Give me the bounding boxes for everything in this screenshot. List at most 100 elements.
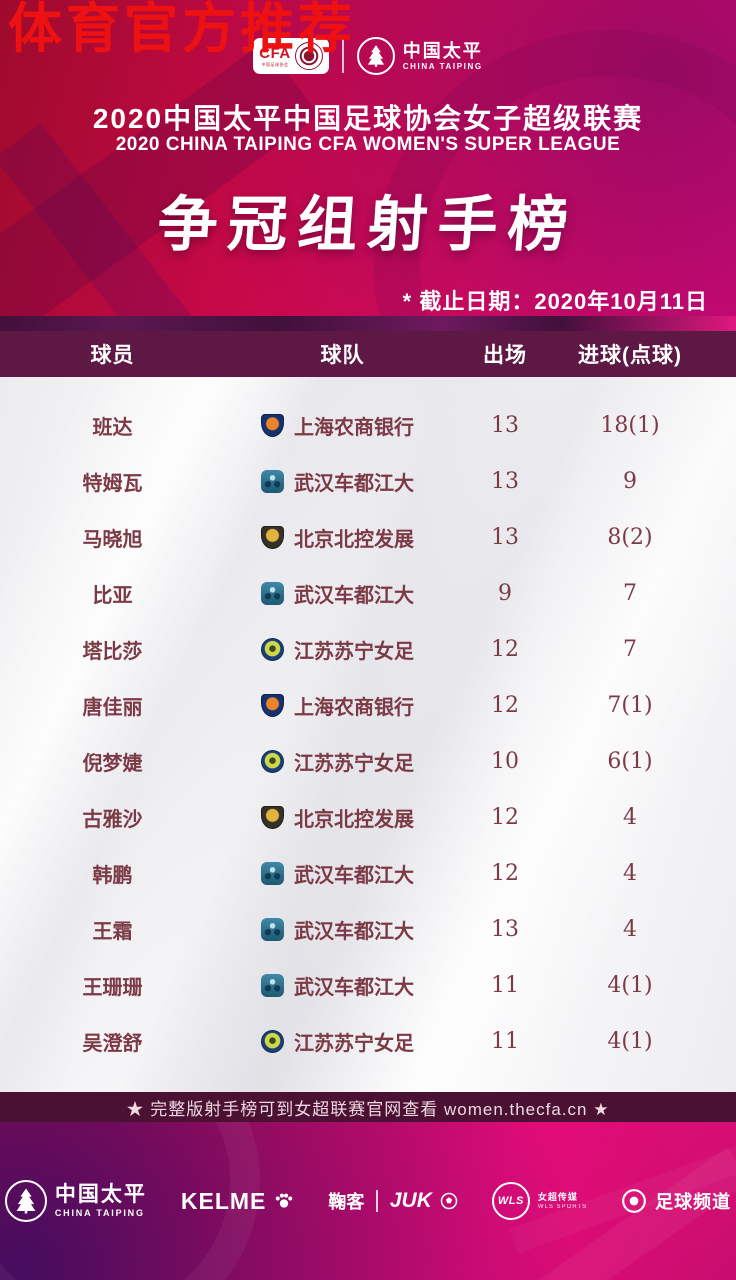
appearances-value: 13 (491, 468, 519, 494)
china-taiping-text: 中国太平 CHINA TAIPING (403, 42, 483, 71)
sponsors-row: 中国太平 CHINA TAIPING KELME 鞠客 JUK WLS (0, 1122, 736, 1280)
player-name: 吴澄舒 (82, 1032, 143, 1055)
appearances-value: 12 (491, 860, 519, 886)
table-row: 特姆瓦 武汉车都江大 13 9 (0, 453, 736, 509)
appearances-value: 11 (491, 972, 519, 998)
appearances-value: 13 (491, 916, 519, 942)
appearances-value: 10 (491, 748, 519, 774)
football-channel-label: 足球频道 (655, 1192, 732, 1212)
team-name: 江苏苏宁女足 (294, 752, 414, 775)
team-name: 武汉车都江大 (294, 920, 414, 943)
table-row: 比亚 武汉车都江大 9 7 (0, 565, 736, 621)
team-name: 武汉车都江大 (294, 864, 414, 887)
league-title-cn: 2020中国太平中国足球协会女子超级联赛 (92, 103, 644, 134)
page-title: 争冠组射手榜 (155, 191, 580, 258)
table-row: 唐佳丽 上海农商银行 12 7(1) (0, 677, 736, 733)
sponsor-divider (376, 1190, 378, 1212)
goals-value: 4(1) (607, 1028, 653, 1054)
appearances-value: 12 (491, 692, 519, 718)
team-cell: 江苏苏宁女足 (225, 747, 460, 776)
table-row: 马晓旭 北京北控发展 13 8(2) (0, 509, 736, 565)
team-cell: 武汉车都江大 (225, 915, 460, 944)
player-name: 倪梦婕 (82, 752, 143, 775)
player-name: 比亚 (92, 584, 133, 607)
team-cell: 武汉车都江大 (225, 859, 460, 888)
table-row: 古雅沙 北京北控发展 12 4 (0, 789, 736, 845)
footer-note: ★ 完整版射手榜可到女超联赛官网查看 women.thecfa.cn ★ (0, 1092, 736, 1122)
team-name: 上海农商银行 (294, 416, 414, 439)
juke-en-wordmark: JUK (389, 1189, 432, 1212)
scorers-table: 班达 上海农商银行 13 18(1) 特姆瓦 武汉车都江大 13 9 马晓旭 北… (0, 377, 736, 1092)
table-row: 塔比莎 江苏苏宁女足 12 7 (0, 621, 736, 677)
player-name: 古雅沙 (82, 808, 143, 831)
player-name: 班达 (92, 416, 133, 439)
cfa-label: CFA (259, 44, 291, 62)
china-taiping-cn: 中国太平 (402, 40, 483, 61)
goals-value: 4(1) (607, 972, 653, 998)
table-header: 球员 球队 出场 进球(点球) (0, 331, 736, 377)
table-row: 王珊珊 武汉车都江大 11 4(1) (0, 957, 736, 1013)
goals-value: 7 (623, 636, 637, 662)
team-badge-icon (261, 581, 284, 605)
brand-row: CFA 中国足球协会 中国太平 CHINA TAIPING (0, 37, 736, 75)
sponsor-china-taiping: 中国太平 CHINA TAIPING (4, 1180, 147, 1222)
goals-value: 9 (623, 468, 637, 494)
league-title-en: 2020 CHINA TAIPING CFA WOMEN'S SUPER LEA… (115, 134, 621, 155)
team-cell: 武汉车都江大 (225, 467, 460, 496)
wls-side-sub: WLS SPORTS (537, 1203, 588, 1210)
team-badge-icon (261, 973, 284, 997)
player-name: 唐佳丽 (82, 696, 143, 719)
team-cell: 北京北控发展 (225, 803, 460, 832)
football-channel-icon (622, 1189, 647, 1213)
team-name: 武汉车都江大 (294, 976, 414, 999)
sponsor-taiping-en: CHINA TAIPING (54, 1208, 145, 1218)
team-cell: 上海农商银行 (225, 411, 460, 440)
team-badge-icon (261, 1029, 284, 1053)
team-badge-icon (261, 805, 284, 829)
appearances-value: 12 (491, 636, 519, 662)
team-cell: 武汉车都江大 (225, 971, 460, 1000)
player-name: 王霜 (92, 920, 133, 943)
team-cell: 江苏苏宁女足 (225, 635, 460, 664)
team-badge-icon (261, 749, 284, 773)
goals-value: 8(2) (607, 524, 653, 550)
wls-wordmark: WLS (497, 1195, 524, 1207)
column-header-team: 球队 (320, 344, 365, 367)
goals-value: 4 (623, 860, 637, 886)
china-taiping-en: CHINA TAIPING (402, 61, 483, 71)
soccer-ball-icon (440, 1192, 458, 1210)
team-cell: 江苏苏宁女足 (225, 1027, 460, 1056)
team-cell: 上海农商银行 (225, 691, 460, 720)
table-row: 韩鹏 武汉车都江大 12 4 (0, 845, 736, 901)
team-name: 北京北控发展 (294, 808, 414, 831)
goals-value: 18(1) (600, 412, 660, 438)
kelme-wordmark: KELME (180, 1187, 267, 1214)
team-cell: 北京北控发展 (225, 523, 460, 552)
team-badge-icon (261, 469, 284, 493)
wls-side-text: 女超传媒 WLS SPORTS (537, 1191, 588, 1210)
column-header-goals: 进球(点球) (578, 344, 682, 367)
column-header-appearances: 出场 (483, 344, 527, 367)
team-name: 北京北控发展 (294, 528, 414, 551)
sponsor-football-channel: 足球频道 (621, 1188, 731, 1214)
wls-icon: WLS (491, 1182, 530, 1220)
table-row: 王霜 武汉车都江大 13 4 (0, 901, 736, 957)
sponsor-taiping-text: 中国太平 CHINA TAIPING (55, 1184, 147, 1218)
team-cell: 武汉车都江大 (225, 579, 460, 608)
juke-cn-wordmark: 鞠客 (328, 1192, 365, 1212)
cfa-sublabel: 中国足球协会 (261, 61, 289, 67)
watermark-text: 体育官方推荐 (8, 0, 356, 60)
team-name: 武汉车都江大 (294, 472, 414, 495)
cfa-logo-text: CFA 中国足球协会 (259, 46, 291, 67)
sponsor-kelme: KELME (181, 1188, 295, 1215)
goals-value: 7 (623, 580, 637, 606)
goals-value: 6(1) (607, 748, 653, 774)
wls-side-top: 女超传媒 (537, 1191, 578, 1202)
team-badge-icon (261, 861, 284, 885)
column-header-player: 球员 (90, 344, 135, 367)
date-note: * 截止日期：2020年10月11日 (402, 289, 708, 314)
player-name: 塔比莎 (82, 640, 143, 663)
cfa-emblem-icon (294, 42, 323, 70)
appearances-value: 13 (491, 412, 519, 438)
pine-tree-icon (4, 1180, 47, 1222)
